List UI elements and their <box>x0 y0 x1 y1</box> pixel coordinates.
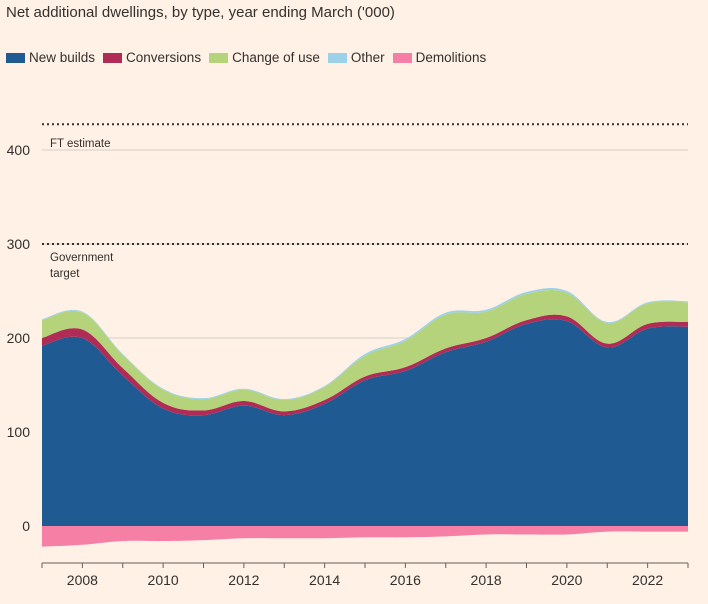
y-tick-label: 300 <box>7 236 31 252</box>
area-layer <box>42 288 688 547</box>
x-tick-label: 2008 <box>67 572 98 588</box>
y-tick-label: 400 <box>7 142 31 158</box>
chart-title: Net additional dwellings, by type, year … <box>6 4 395 21</box>
legend-swatch <box>209 52 229 63</box>
legend-item-other: Other <box>327 50 385 65</box>
legend-item-change-of-use: Change of use <box>209 50 320 65</box>
legend-label: Other <box>350 50 385 65</box>
legend-label: Change of use <box>232 50 320 65</box>
y-tick-label: 200 <box>7 330 31 346</box>
x-tick-label: 2014 <box>309 572 340 588</box>
legend-label: Demolitions <box>415 50 487 65</box>
y-tick-label: 0 <box>22 518 30 534</box>
legend-swatch <box>103 52 123 63</box>
y-tick-label: 100 <box>7 424 31 440</box>
x-tick-label: 2012 <box>228 572 259 588</box>
legend-label: Conversions <box>126 50 202 65</box>
x-tick-label: 2020 <box>551 572 582 588</box>
x-tick-label: 2010 <box>148 572 179 588</box>
legend-item-new-builds: New builds <box>6 50 95 65</box>
x-tick-label: 2022 <box>632 572 663 588</box>
legend-item-demolitions: Demolitions <box>392 50 487 65</box>
area-demolitions <box>42 526 688 547</box>
x-tick-label: 2018 <box>471 572 502 588</box>
reference-label-target: target <box>50 268 80 280</box>
legend-swatch <box>327 52 347 63</box>
legend-item-conversions: Conversions <box>103 50 201 65</box>
legend-swatch <box>6 52 25 63</box>
axis-layer: 0 100 200 300 400 2008 2010 2012 2014 2016 2018 202… <box>7 142 689 588</box>
legend-swatch <box>392 52 412 63</box>
reference-label-government: Government <box>50 252 114 264</box>
chart-legend: New builds Conversions Change of use Oth… <box>6 50 494 65</box>
legend-label: New builds <box>29 50 96 65</box>
x-tick-label: 2016 <box>390 572 421 588</box>
reference-lines: FT estimate Government target <box>42 123 688 280</box>
reference-label-ft-estimate: FT estimate <box>50 138 111 150</box>
area-new-builds <box>42 319 688 526</box>
